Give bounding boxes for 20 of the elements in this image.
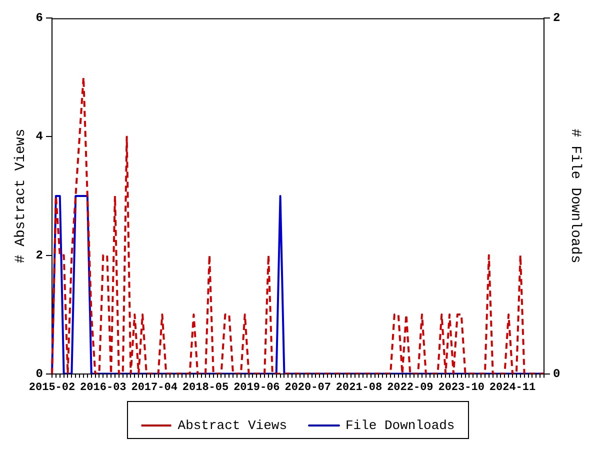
- y2-axis-title: # File Downloads: [566, 128, 583, 264]
- y2-tick-label: 0: [553, 366, 560, 381]
- x-tick-label: 2015-02: [28, 382, 76, 394]
- x-tick-label: 2021-08: [336, 382, 383, 394]
- y-tick-label: 0: [36, 366, 43, 381]
- x-tick-label: 2017-04: [131, 382, 178, 394]
- x-tick-label: 2023-10: [438, 382, 484, 394]
- y-tick-label: 2: [36, 248, 43, 262]
- x-tick-label: 2018-05: [182, 382, 229, 394]
- y-axis-title: # Abstract Views: [13, 128, 30, 264]
- x-tick-label: 2024-11: [489, 382, 536, 394]
- legend-label: File Downloads: [346, 418, 455, 433]
- x-tick-label: 2019-06: [234, 382, 280, 394]
- legend-label: Abstract Views: [178, 418, 287, 433]
- y2-tick-label: 2: [553, 11, 560, 26]
- x-tick-label: 2020-07: [284, 382, 331, 394]
- y-tick-label: 6: [36, 11, 43, 26]
- y-tick-label: 4: [36, 130, 43, 144]
- x-tick-label: 2022-09: [387, 382, 434, 394]
- x-tick-label: 2016-03: [80, 382, 127, 394]
